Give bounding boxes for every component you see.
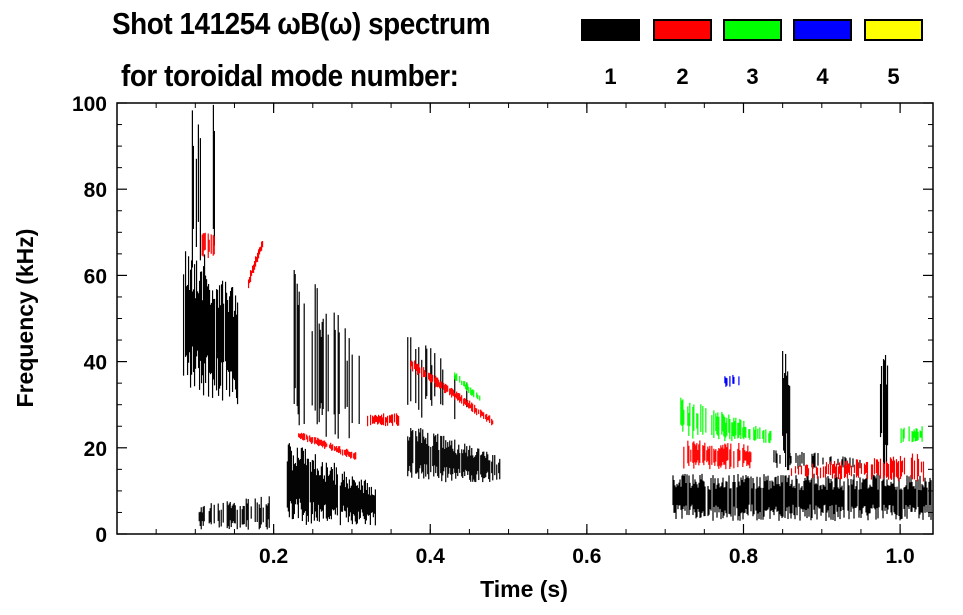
legend-label-5: 5 (887, 64, 900, 89)
legend-swatch-5 (864, 19, 923, 41)
x-tick-label: 1.0 (886, 545, 915, 568)
mode-1-feature (191, 104, 215, 268)
legend-label-4: 4 (816, 64, 829, 89)
mode-2-feature (298, 432, 357, 460)
mode-2-feature (410, 360, 494, 426)
mode-1-feature (407, 337, 468, 420)
mode-1-feature (286, 443, 376, 526)
mode-1-feature (773, 450, 861, 469)
x-tick-label: 0.4 (416, 545, 446, 568)
mode-1-feature (782, 351, 791, 471)
mode-2-feature (366, 413, 400, 427)
x-tick-label: 0.2 (259, 545, 288, 568)
mode-4-feature (724, 374, 740, 387)
y-tick-label: 60 (84, 265, 107, 288)
x-tick-label: 0.8 (729, 545, 759, 568)
y-tick-label: 40 (84, 352, 107, 375)
x-axis-label: Time (s) (480, 576, 568, 602)
y-tick-label: 100 (72, 93, 107, 116)
y-tick-label: 80 (84, 179, 107, 202)
legend-label-3: 3 (746, 64, 759, 89)
mode-1-feature (407, 428, 501, 483)
y-axis-label: Frequency (kHz) (12, 229, 38, 408)
plot-frame (116, 102, 934, 535)
mode-3-feature (680, 397, 772, 444)
legend-label-1: 1 (604, 64, 617, 89)
mode-1-feature (879, 354, 889, 464)
chart-subtitle: for toroidal mode number: (121, 58, 459, 93)
mode-3-feature (454, 372, 481, 401)
axis-ticks: 0.2 0.4 0.6 0.8 1.0 0 20 40 60 80 100 (72, 93, 933, 568)
mode-2-feature (683, 440, 752, 470)
x-tick-label: 0.6 (572, 545, 601, 568)
legend-swatch-2 (653, 19, 712, 41)
spectrogram-marks (182, 104, 932, 530)
legend-swatch-1 (581, 19, 640, 41)
mode-2-feature (247, 241, 264, 289)
mode-1-feature (293, 269, 360, 439)
legend-swatch-3 (723, 19, 782, 41)
y-tick-label: 20 (84, 438, 107, 461)
legend-swatch-4 (793, 19, 852, 41)
mode-2-feature (790, 453, 925, 482)
y-tick-label: 0 (95, 524, 107, 547)
mode-2-feature (201, 232, 215, 259)
mode-1-feature (672, 473, 932, 522)
chart-title: Shot 141254 ωB(ω) spectrum (112, 6, 491, 41)
legend-label-2: 2 (676, 64, 689, 89)
mode-1-feature (198, 496, 270, 530)
mode-1-feature (182, 251, 239, 405)
mode-3-feature (900, 426, 923, 444)
